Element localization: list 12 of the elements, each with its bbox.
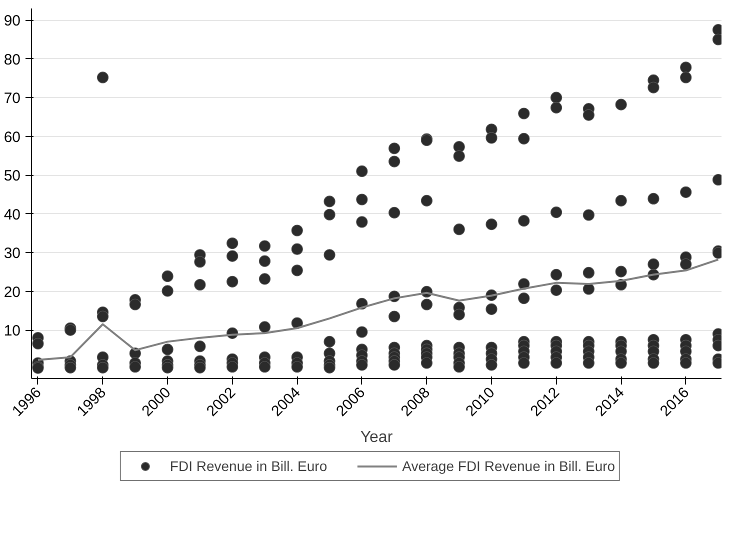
y-tick-label: 40 bbox=[4, 206, 21, 224]
x-axis-title: Year bbox=[360, 428, 394, 446]
y-tick-label: 20 bbox=[4, 284, 21, 301]
legend-label: Average FDI Revenue in Bill. Euro bbox=[402, 458, 616, 474]
y-tick-label: 30 bbox=[4, 245, 21, 262]
y-tick-label: 90 bbox=[4, 12, 21, 30]
y-tick-label: 50 bbox=[4, 168, 21, 185]
y-tick-label: 60 bbox=[4, 128, 21, 146]
y-tick-label: 10 bbox=[4, 322, 21, 340]
y-tick-label: 70 bbox=[4, 90, 21, 108]
legend-label: FDI Revenue in Bill. Euro bbox=[170, 458, 328, 474]
y-tick-label: 80 bbox=[4, 51, 21, 68]
